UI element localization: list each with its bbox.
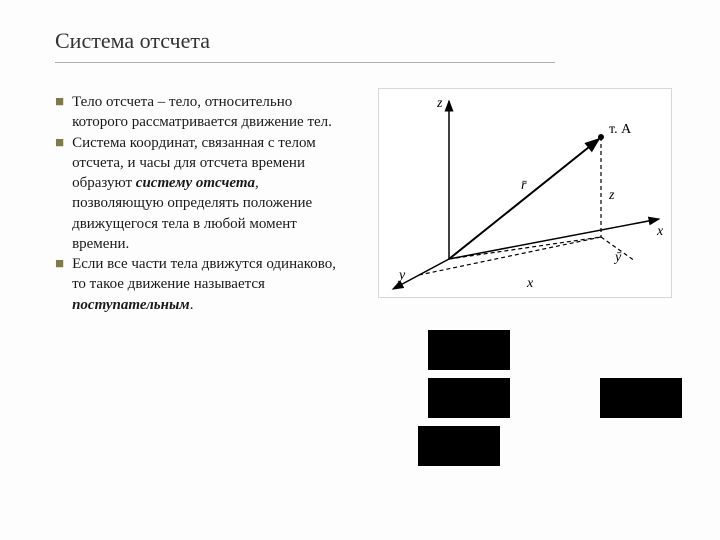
list-text: Система координат, связанная с телом отс… (72, 133, 345, 255)
black-box (428, 378, 510, 418)
black-box (428, 330, 510, 370)
bullet-list: ■ Тело отсчета – тело, относительно кото… (55, 92, 345, 315)
black-box (418, 426, 500, 466)
slide-title: Система отсчета (55, 28, 210, 54)
y-label: y (397, 268, 406, 283)
black-box (600, 378, 682, 418)
proj-x-label: x (526, 276, 534, 291)
x-label: x (656, 224, 664, 239)
list-text: Тело отсчета – тело, относительно которо… (72, 92, 345, 133)
point-a-label: т. А (609, 122, 632, 137)
coord-svg: z x y т. А r̄ z ȳ x (379, 89, 673, 299)
list-text: Если все части тела движутся одинаково, … (72, 254, 345, 315)
vector-r-label: r̄ (521, 178, 527, 193)
proj-z-label: z (608, 188, 615, 203)
proj-to-x (419, 237, 601, 275)
x-axis (449, 219, 659, 259)
list-item: ■ Система координат, связанная с телом о… (55, 133, 345, 255)
bullet-icon: ■ (55, 92, 64, 133)
bullet-icon: ■ (55, 254, 64, 315)
coordinate-diagram: z x y т. А r̄ z ȳ x (378, 88, 672, 298)
list-item: ■ Тело отсчета – тело, относительно кото… (55, 92, 345, 133)
title-underline (55, 62, 555, 63)
z-label: z (436, 96, 443, 111)
list-item: ■ Если все части тела движутся одинаково… (55, 254, 345, 315)
bullet-icon: ■ (55, 133, 64, 255)
proj-y-label: ȳ (613, 250, 622, 265)
